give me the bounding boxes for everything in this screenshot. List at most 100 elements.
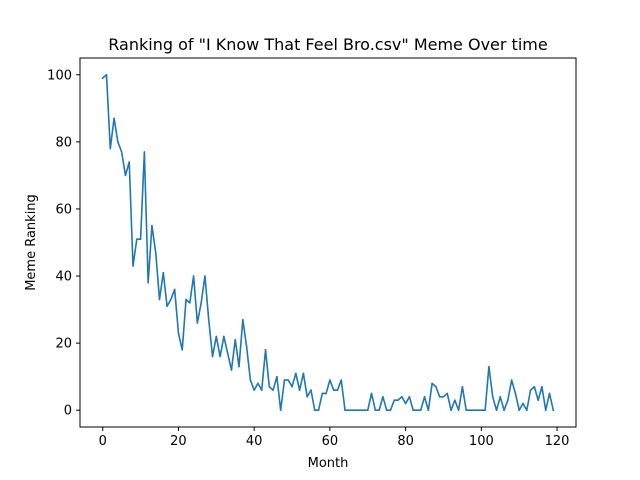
data-point	[185, 298, 187, 301]
data-point	[295, 372, 297, 375]
data-point	[348, 409, 350, 412]
data-point	[541, 385, 543, 388]
data-point	[215, 335, 218, 338]
data-point	[242, 318, 244, 321]
x-axis-title: Month	[308, 456, 349, 471]
x-tick-label: 120	[545, 434, 570, 449]
data-point	[378, 409, 380, 412]
data-point	[238, 365, 240, 368]
data-point	[230, 369, 233, 371]
data-point	[416, 409, 418, 412]
data-point	[401, 396, 403, 398]
data-point	[514, 392, 517, 395]
data-point	[423, 396, 426, 398]
data-point	[499, 396, 502, 398]
data-point	[427, 409, 430, 412]
data-point	[268, 385, 271, 388]
data-point	[283, 379, 286, 381]
data-point	[113, 117, 115, 120]
data-point	[450, 409, 452, 412]
data-point	[310, 389, 312, 391]
data-point	[389, 409, 392, 412]
data-point	[117, 141, 119, 143]
data-point	[101, 77, 104, 79]
data-point	[291, 385, 293, 388]
data-point	[181, 349, 184, 351]
y-tick-label: 60	[55, 202, 72, 217]
data-point	[533, 385, 536, 388]
data-point	[522, 402, 524, 405]
data-point	[397, 399, 399, 401]
y-tick-label: 40	[55, 270, 72, 285]
data-point	[189, 302, 191, 304]
data-point	[276, 375, 278, 378]
y-tick-label: 100	[47, 68, 72, 83]
data-point	[476, 409, 479, 412]
chart-title: Ranking of "I Know That Feel Bro.csv" Me…	[108, 35, 547, 54]
data-point	[321, 392, 324, 395]
x-tick-label: 60	[322, 434, 339, 449]
data-point	[154, 251, 157, 254]
data-point	[177, 332, 180, 334]
data-point	[442, 396, 445, 398]
x-tick-label: 0	[99, 434, 107, 449]
x-axis: 0 20 40 60 80 100 120	[99, 427, 570, 449]
data-point	[196, 322, 199, 324]
data-point	[525, 409, 528, 412]
data-point	[234, 338, 237, 341]
data-point	[302, 372, 305, 375]
data-point	[264, 349, 267, 351]
data-point	[484, 409, 486, 412]
y-tick-label: 20	[55, 337, 72, 352]
data-point	[105, 73, 108, 76]
data-point	[313, 409, 316, 412]
data-point	[374, 409, 377, 412]
data-point	[385, 409, 388, 412]
data-point	[272, 389, 274, 391]
data-point	[495, 409, 498, 412]
x-tick-label: 80	[397, 434, 414, 449]
data-point	[317, 409, 320, 412]
data-point	[166, 305, 168, 308]
data-point	[510, 379, 513, 381]
axes-frame	[79, 57, 577, 428]
data-point	[469, 409, 471, 412]
data-point	[435, 385, 437, 388]
data-point	[344, 409, 346, 412]
data-point	[491, 396, 494, 398]
data-point	[457, 409, 460, 412]
data-point	[298, 389, 301, 391]
y-tick-label: 80	[55, 135, 72, 150]
data-point	[109, 147, 112, 150]
data-point	[472, 409, 475, 412]
data-point	[325, 392, 327, 395]
data-point	[306, 396, 308, 398]
plot-area	[101, 73, 555, 412]
data-point	[223, 335, 225, 338]
data-point	[488, 365, 490, 368]
data-point	[366, 409, 369, 412]
data-point	[192, 275, 195, 277]
data-point	[393, 399, 396, 401]
data-point	[204, 275, 206, 277]
data-point	[359, 409, 361, 412]
data-point	[446, 392, 449, 395]
data-point	[120, 151, 123, 153]
data-point	[132, 265, 134, 267]
y-tick-label: 0	[64, 404, 72, 419]
data-point	[408, 396, 411, 398]
data-point	[170, 298, 172, 301]
data-point	[382, 396, 384, 398]
data-point	[544, 409, 547, 412]
data-point	[245, 345, 248, 348]
data-point	[207, 318, 210, 321]
data-point	[480, 409, 483, 412]
data-point	[143, 151, 146, 153]
data-point	[529, 389, 532, 391]
data-point	[219, 355, 221, 358]
x-tick-label: 100	[469, 434, 494, 449]
data-point	[537, 399, 539, 401]
data-point	[518, 409, 521, 412]
data-point	[128, 161, 131, 163]
